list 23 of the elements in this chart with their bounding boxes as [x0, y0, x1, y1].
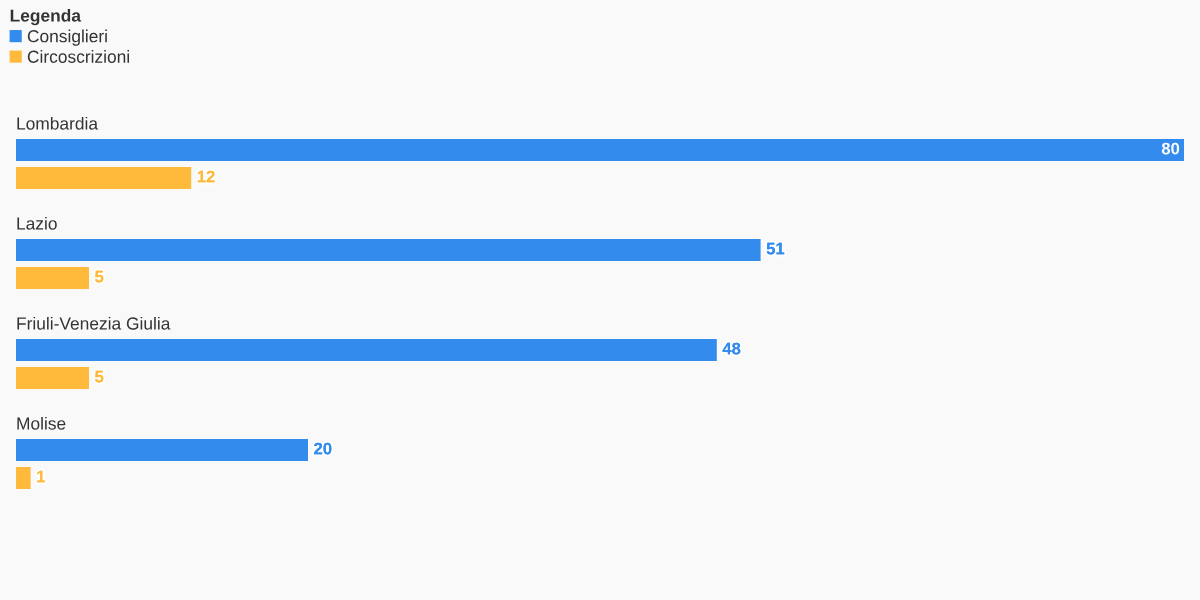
bar	[16, 267, 89, 289]
data-label: 12	[197, 170, 215, 183]
bar	[16, 439, 308, 461]
data-label: 5	[95, 370, 104, 383]
y-tick-label: Lombardia	[17, 116, 99, 130]
y-tick-label: Molise	[17, 416, 66, 430]
legend-label: Circoscrizioni	[27, 50, 130, 63]
data-label: 80	[1161, 142, 1180, 155]
legend-label: Consiglieri	[27, 29, 107, 46]
data-label: 20	[314, 442, 332, 455]
bar	[16, 467, 31, 489]
bar	[16, 239, 761, 261]
data-label: 5	[95, 270, 104, 283]
data-label: 48	[722, 342, 741, 355]
bar	[16, 139, 1184, 161]
data-label: 1	[37, 470, 45, 483]
bar	[16, 167, 192, 189]
legend-title: Legenda	[10, 9, 82, 26]
y-tick-label: Lazio	[17, 216, 57, 230]
bar	[16, 367, 89, 389]
y-tick-label: Friuli-Venezia Giulia	[17, 316, 171, 330]
data-label: 51	[766, 242, 785, 255]
bar	[16, 339, 717, 361]
